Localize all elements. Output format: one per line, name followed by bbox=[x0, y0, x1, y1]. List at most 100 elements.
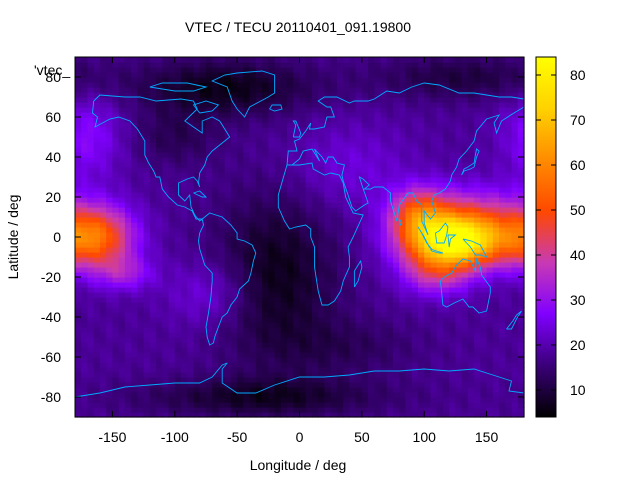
heatmap-cell bbox=[436, 257, 444, 263]
heatmap-cell bbox=[87, 237, 95, 243]
heatmap-cell bbox=[174, 147, 182, 153]
heatmap-cell bbox=[355, 87, 363, 93]
heatmap-cell bbox=[274, 287, 282, 293]
heatmap-cell bbox=[499, 282, 506, 288]
heatmap-cell bbox=[424, 237, 432, 243]
heatmap-cell bbox=[287, 152, 294, 158]
heatmap-cell bbox=[274, 412, 282, 418]
heatmap-cell bbox=[93, 297, 101, 303]
heatmap-cell bbox=[287, 327, 294, 333]
heatmap-cell bbox=[224, 312, 232, 318]
heatmap-cell bbox=[199, 132, 207, 138]
heatmap-cell bbox=[237, 287, 244, 293]
heatmap-cell bbox=[156, 57, 163, 63]
heatmap-cell bbox=[436, 362, 444, 368]
heatmap-cell bbox=[380, 217, 388, 223]
heatmap-cell bbox=[386, 357, 394, 363]
heatmap-cell bbox=[81, 157, 89, 163]
heatmap-cell bbox=[505, 302, 513, 308]
heatmap-cell bbox=[124, 382, 132, 388]
heatmap-cell bbox=[112, 212, 120, 218]
heatmap-cell bbox=[168, 212, 176, 218]
heatmap-cell bbox=[230, 152, 238, 158]
heatmap-cell bbox=[349, 302, 357, 308]
heatmap-cell bbox=[436, 147, 444, 153]
heatmap-cell bbox=[474, 267, 481, 273]
heatmap-cell bbox=[467, 212, 475, 218]
heatmap-cell bbox=[330, 412, 338, 418]
heatmap-cell bbox=[218, 207, 226, 213]
heatmap-cell bbox=[393, 332, 400, 338]
heatmap-cell bbox=[268, 132, 276, 138]
heatmap-cell bbox=[361, 147, 369, 153]
heatmap-cell bbox=[492, 242, 500, 248]
heatmap-cell bbox=[230, 352, 238, 358]
heatmap-cell bbox=[87, 412, 95, 418]
heatmap-cell bbox=[492, 67, 500, 73]
heatmap-cell bbox=[411, 152, 419, 158]
heatmap-cell bbox=[131, 157, 138, 163]
heatmap-cell bbox=[181, 192, 188, 198]
heatmap-cell bbox=[156, 157, 163, 163]
heatmap-cell bbox=[262, 197, 269, 203]
heatmap-cell bbox=[293, 232, 301, 238]
heatmap-cell bbox=[262, 112, 269, 118]
heatmap-cell bbox=[237, 407, 244, 413]
heatmap-cell bbox=[499, 67, 506, 73]
heatmap-cell bbox=[93, 157, 101, 163]
heatmap-cell bbox=[274, 112, 282, 118]
heatmap-cell bbox=[230, 222, 238, 228]
heatmap-cell bbox=[255, 392, 263, 398]
heatmap-cell bbox=[212, 237, 220, 243]
heatmap-cell bbox=[474, 287, 481, 293]
heatmap-cell bbox=[336, 162, 344, 168]
heatmap-cell bbox=[274, 342, 282, 348]
heatmap-cell bbox=[424, 112, 432, 118]
heatmap-cell bbox=[330, 157, 338, 163]
heatmap-cell bbox=[143, 332, 151, 338]
heatmap-cell bbox=[205, 122, 213, 128]
heatmap-cell bbox=[181, 62, 188, 68]
heatmap-cell bbox=[293, 372, 301, 378]
heatmap-cell bbox=[318, 142, 326, 148]
heatmap-cell bbox=[205, 147, 213, 153]
heatmap-cell bbox=[99, 197, 107, 203]
heatmap-cell bbox=[243, 162, 251, 168]
heatmap-cell bbox=[212, 127, 220, 133]
heatmap-cell bbox=[442, 397, 450, 403]
heatmap-cell bbox=[299, 72, 307, 78]
heatmap-cell bbox=[137, 117, 145, 123]
heatmap-cell bbox=[417, 92, 425, 98]
heatmap-cell bbox=[112, 327, 120, 333]
heatmap-cell bbox=[393, 292, 400, 298]
heatmap-cell bbox=[405, 142, 413, 148]
heatmap-cell bbox=[355, 327, 363, 333]
heatmap-cell bbox=[137, 197, 145, 203]
heatmap-cell bbox=[324, 337, 332, 343]
heatmap-cell bbox=[118, 177, 126, 183]
heatmap-cell bbox=[486, 212, 494, 218]
heatmap-cell bbox=[149, 362, 157, 368]
heatmap-cell bbox=[75, 342, 82, 348]
heatmap-cell bbox=[405, 262, 413, 268]
heatmap-cell bbox=[81, 342, 89, 348]
heatmap-cell bbox=[268, 412, 276, 418]
heatmap-cell bbox=[343, 77, 350, 83]
heatmap-cell bbox=[374, 147, 382, 153]
heatmap-cell bbox=[449, 137, 457, 143]
heatmap-cell bbox=[93, 97, 101, 103]
heatmap-cell bbox=[262, 212, 269, 218]
heatmap-cell bbox=[305, 207, 313, 213]
heatmap-cell bbox=[492, 182, 500, 188]
heatmap-cell bbox=[274, 172, 282, 178]
heatmap-cell bbox=[411, 222, 419, 228]
heatmap-cell bbox=[343, 342, 350, 348]
heatmap-cell bbox=[461, 57, 469, 63]
heatmap-cell bbox=[181, 222, 188, 228]
heatmap-cell bbox=[212, 357, 220, 363]
heatmap-cell bbox=[118, 82, 126, 88]
heatmap-cell bbox=[199, 267, 207, 273]
heatmap-cell bbox=[243, 352, 251, 358]
heatmap-cell bbox=[380, 252, 388, 258]
heatmap-cell bbox=[368, 327, 375, 333]
